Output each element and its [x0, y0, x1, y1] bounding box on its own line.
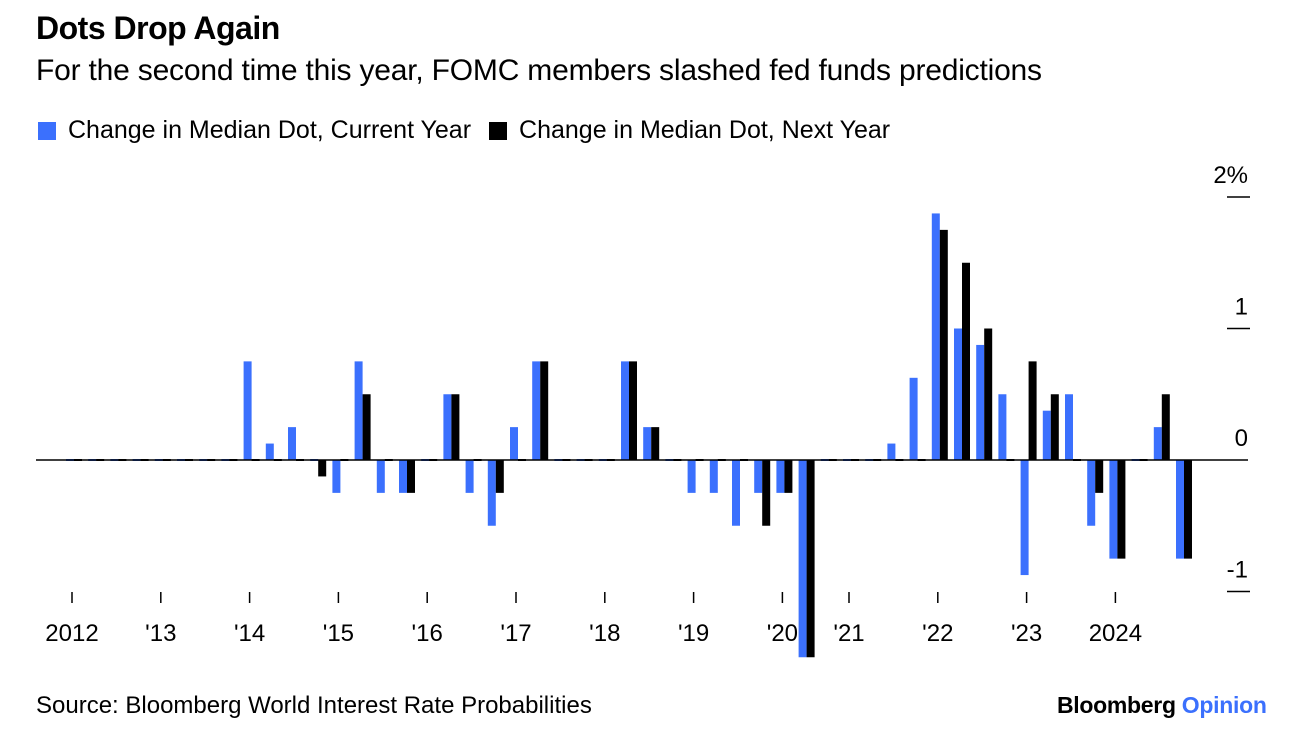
bar-current-year: [332, 460, 341, 493]
legend: Change in Median Dot, Current Year Chang…: [38, 116, 908, 145]
bar-current-year: [687, 460, 696, 493]
bar-next-year: [784, 460, 793, 493]
bar-next-year: [495, 460, 504, 493]
bar-current-year: [998, 394, 1007, 460]
bar-next-year: [451, 394, 460, 460]
x-tick-label: '20: [767, 620, 798, 647]
bar-current-year: [354, 361, 363, 460]
bar-next-year: [629, 361, 637, 460]
y-tick-label: 2%: [1213, 162, 1248, 189]
bar-current-year: [621, 361, 629, 460]
bar-next-year: [540, 361, 549, 460]
y-tick-label: -1: [1227, 557, 1248, 584]
x-tick-label: '23: [1011, 620, 1042, 647]
bar-current-year: [732, 460, 740, 526]
legend-swatch-next-year: [489, 121, 508, 140]
brand-logo: Bloomberg Opinion: [1057, 692, 1267, 719]
x-tick-label: 2012: [45, 620, 98, 647]
chart-subtitle: For the second time this year, FOMC memb…: [36, 54, 1042, 87]
legend-swatch-current-year: [38, 121, 56, 140]
bar-current-year: [265, 443, 274, 460]
bar-current-year: [643, 427, 652, 460]
bar-current-year: [288, 427, 296, 460]
bar-current-year: [954, 328, 962, 460]
bar-next-year: [318, 460, 327, 477]
bar-current-year: [1153, 427, 1162, 460]
x-tick-label: '19: [678, 620, 709, 647]
x-tick-label: '21: [833, 620, 864, 647]
source-note: Source: Bloomberg World Interest Rate Pr…: [36, 692, 592, 719]
bar-next-year: [1117, 460, 1126, 559]
legend-item-current-year: Change in Median Dot, Current Year: [38, 116, 471, 145]
bar-current-year: [443, 394, 452, 460]
bar-next-year: [1184, 460, 1192, 559]
bar-current-year: [510, 427, 518, 460]
bar-current-year: [1020, 460, 1029, 576]
bar-current-year: [399, 460, 407, 493]
bar-current-year: [776, 460, 785, 493]
bar-current-year: [243, 361, 252, 460]
bar-current-year: [1042, 410, 1051, 460]
bar-next-year: [984, 328, 993, 460]
bar-next-year: [1161, 394, 1170, 460]
bar-current-year: [1176, 460, 1184, 559]
bar-current-year: [1065, 394, 1073, 460]
x-tick-label: '17: [500, 620, 531, 647]
x-tick-label: '15: [323, 620, 354, 647]
x-tick-label: '14: [234, 620, 265, 647]
y-tick-label: 1: [1235, 294, 1248, 321]
bar-current-year: [909, 377, 918, 460]
bar-next-year: [762, 460, 771, 526]
bar-next-year: [806, 460, 815, 658]
bar-current-year: [1087, 460, 1096, 526]
chart-title: Dots Drop Again: [36, 10, 280, 46]
bar-current-year: [1109, 460, 1118, 559]
brand-accent: Opinion: [1181, 692, 1267, 718]
bar-next-year: [1050, 394, 1059, 460]
legend-item-next-year: Change in Median Dot, Next Year: [489, 116, 890, 145]
bar-next-year: [1028, 361, 1037, 460]
bar-next-year: [362, 394, 371, 460]
bar-current-year: [798, 460, 807, 658]
bar-current-year: [532, 361, 541, 460]
bar-next-year: [1095, 460, 1104, 493]
bar-current-year: [487, 460, 496, 526]
y-tick-label: 0: [1235, 425, 1248, 452]
bar-current-year: [976, 344, 985, 460]
x-tick-label: '22: [922, 620, 953, 647]
bar-next-year: [651, 427, 660, 460]
x-tick-label: 2024: [1089, 620, 1142, 647]
legend-label-next-year: Change in Median Dot, Next Year: [519, 116, 891, 144]
x-tick-label: '16: [412, 620, 443, 647]
bar-next-year: [962, 262, 970, 460]
bar-current-year: [709, 460, 718, 493]
bar-current-year: [931, 213, 940, 460]
bar-current-year: [887, 443, 896, 460]
bar-current-year: [465, 460, 474, 493]
brand-name: Bloomberg: [1057, 692, 1176, 718]
bar-current-year: [754, 460, 763, 493]
x-tick-label: '18: [589, 620, 620, 647]
bar-next-year: [407, 460, 415, 493]
bar-current-year: [376, 460, 385, 493]
legend-label-current-year: Change in Median Dot, Current Year: [68, 116, 472, 144]
bar-next-year: [939, 229, 948, 460]
x-tick-label: '13: [145, 620, 176, 647]
